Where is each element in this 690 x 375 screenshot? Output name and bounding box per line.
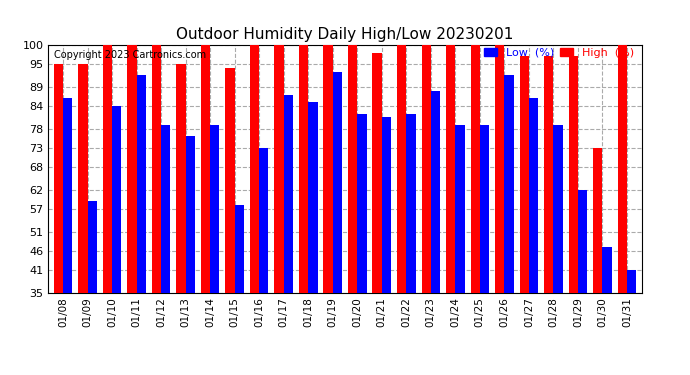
Bar [177,64,186,292]
Bar [627,270,636,292]
Bar [578,190,587,292]
Bar [161,125,170,292]
Bar [431,91,440,292]
Bar [553,125,563,292]
Bar [127,45,137,292]
Bar [422,45,431,292]
Bar [333,72,342,292]
Bar [259,148,268,292]
Bar [618,45,627,292]
Bar [299,45,308,292]
Title: Outdoor Humidity Daily High/Low 20230201: Outdoor Humidity Daily High/Low 20230201 [177,27,513,42]
Bar [78,64,88,292]
Bar [471,45,480,292]
Bar [103,45,112,292]
Legend: Low  (%), High  (%): Low (%), High (%) [482,46,636,60]
Bar [406,114,415,292]
Bar [226,68,235,292]
Bar [152,45,161,292]
Bar [201,45,210,292]
Bar [137,75,146,292]
Bar [275,45,284,292]
Bar [250,45,259,292]
Text: Copyright 2023 Cartronics.com: Copyright 2023 Cartronics.com [55,50,206,60]
Bar [348,45,357,292]
Bar [210,125,219,292]
Bar [569,56,578,292]
Bar [357,114,366,292]
Bar [504,75,513,292]
Bar [602,247,612,292]
Bar [544,56,553,292]
Bar [373,53,382,292]
Bar [455,125,464,292]
Bar [112,106,121,292]
Bar [446,45,455,292]
Bar [382,117,391,292]
Bar [593,148,602,292]
Bar [54,64,63,292]
Bar [495,45,504,292]
Bar [235,205,244,292]
Bar [520,56,529,292]
Bar [324,45,333,292]
Bar [397,45,406,292]
Bar [186,136,195,292]
Bar [308,102,317,292]
Bar [284,94,293,292]
Bar [88,201,97,292]
Bar [480,125,489,292]
Bar [63,98,72,292]
Bar [529,98,538,292]
